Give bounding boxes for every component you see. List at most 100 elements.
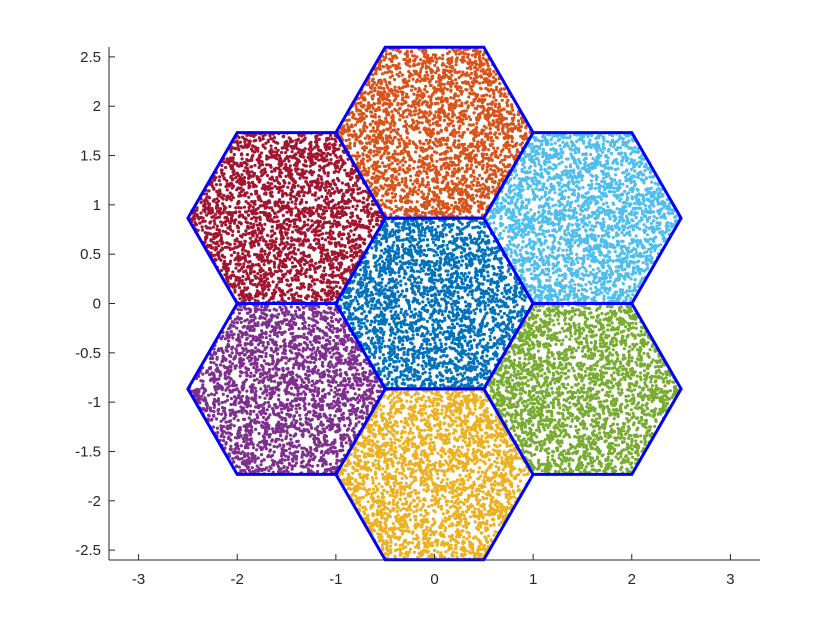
scatter-point: [391, 249, 395, 253]
scatter-point: [414, 262, 418, 266]
scatter-point: [481, 105, 485, 109]
scatter-point: [413, 280, 417, 284]
scatter-point: [392, 210, 396, 214]
scatter-point: [414, 328, 418, 332]
scatter-point: [507, 295, 511, 299]
scatter-point: [362, 321, 366, 325]
scatter-point: [493, 292, 497, 296]
scatter-point: [420, 204, 425, 209]
scatter-point: [396, 162, 400, 166]
scatter-point: [433, 228, 438, 232]
scatter-point: [397, 336, 401, 340]
scatter-point: [393, 317, 397, 321]
scatter-point: [431, 122, 435, 126]
scatter-point: [462, 112, 466, 117]
scatter-point: [368, 329, 372, 333]
scatter-point: [498, 269, 502, 273]
scatter-point: [450, 305, 454, 309]
scatter-point: [438, 199, 442, 203]
scatter-point: [435, 57, 439, 61]
scatter-point: [382, 368, 386, 372]
scatter-point: [433, 320, 437, 324]
scatter-point: [471, 123, 475, 127]
scatter-point: [391, 168, 395, 172]
scatter-point: [481, 351, 485, 355]
scatter-point: [391, 306, 395, 310]
scatter-point: [480, 94, 484, 98]
scatter-point: [439, 231, 443, 235]
scatter-point: [439, 187, 443, 191]
scatter-point: [421, 372, 425, 376]
scatter-point: [447, 310, 452, 314]
scatter-point: [355, 157, 359, 161]
scatter-point: [355, 331, 360, 335]
scatter-point: [358, 109, 363, 113]
scatter-point: [478, 328, 483, 332]
scatter-point: [455, 188, 459, 192]
scatter-point: [351, 114, 355, 118]
scatter-point: [451, 124, 456, 128]
scatter-point: [508, 290, 512, 294]
scatter-point: [405, 185, 409, 189]
scatter-point: [387, 266, 392, 270]
scatter-point: [464, 236, 468, 240]
scatter-point: [412, 378, 416, 382]
scatter-point: [366, 134, 370, 138]
scatter-point: [465, 164, 469, 168]
scatter-point: [449, 89, 453, 93]
scatter-point: [479, 288, 483, 292]
scatter-point: [415, 96, 419, 100]
scatter-point: [463, 371, 467, 375]
scatter-point: [434, 237, 438, 241]
scatter-point: [364, 347, 368, 351]
scatter-point: [421, 295, 425, 299]
scatter-point: [450, 285, 454, 289]
scatter-point: [360, 115, 364, 119]
scatter-point: [425, 154, 430, 158]
scatter-point: [468, 117, 473, 122]
scatter-point: [420, 364, 424, 368]
scatter-point: [503, 143, 507, 147]
scatter-point: [412, 321, 416, 325]
scatter-point: [454, 156, 458, 160]
scatter-point: [436, 246, 440, 251]
scatter-point: [460, 222, 464, 226]
scatter-point: [505, 125, 509, 129]
scatter-point: [405, 377, 409, 381]
scatter-point: [377, 92, 381, 96]
scatter-point: [356, 293, 361, 297]
scatter-point: [430, 93, 434, 97]
scatter-point: [385, 156, 389, 160]
scatter-point: [421, 347, 425, 351]
scatter-point: [480, 138, 484, 142]
scatter-point: [475, 286, 479, 290]
scatter-point: [499, 108, 503, 112]
scatter-point: [450, 258, 454, 262]
scatter-point: [401, 238, 405, 242]
scatter-point: [466, 61, 470, 65]
scatter-point: [456, 352, 461, 356]
scatter-point: [355, 299, 359, 303]
scatter-point: [426, 141, 430, 146]
scatter-point: [359, 286, 363, 290]
scatter-point: [407, 142, 411, 146]
scatter-point: [508, 311, 512, 315]
scatter-point: [432, 193, 436, 197]
scatter-point: [459, 379, 463, 383]
scatter-point: [427, 362, 431, 366]
scatter-point: [476, 331, 480, 335]
scatter-point: [427, 263, 431, 267]
scatter-point: [422, 350, 427, 355]
scatter-point: [402, 79, 406, 83]
scatter-point: [415, 212, 419, 216]
scatter-point: [470, 283, 474, 287]
scatter-point: [519, 310, 523, 314]
scatter-point: [456, 273, 460, 277]
scatter-point: [475, 94, 479, 99]
scatter-point: [499, 256, 503, 261]
scatter-point: [422, 253, 426, 257]
scatter-point: [391, 152, 395, 156]
scatter-point: [473, 158, 478, 162]
scatter-point: [360, 307, 364, 311]
scatter-point: [384, 239, 388, 244]
